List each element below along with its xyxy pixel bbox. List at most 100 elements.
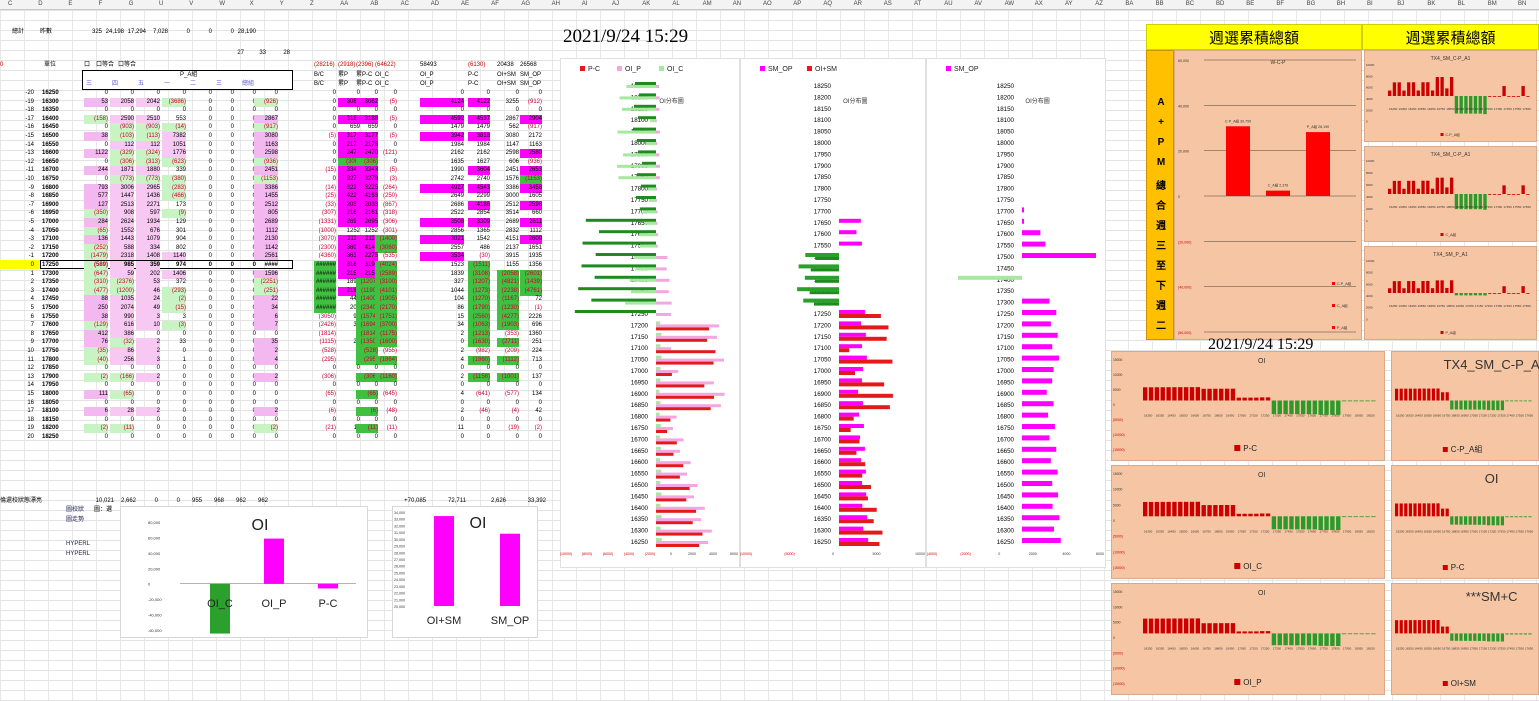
calc-value[interactable]: 3255 [505,98,519,105]
table-value[interactable]: 0 [230,313,234,320]
table-value[interactable]: 0 [252,107,256,114]
table-value[interactable]: 1142 [254,243,278,253]
table-value[interactable]: 35 [254,338,278,348]
right-top-value[interactable]: (28216) [314,62,335,68]
column-letter-bm[interactable]: BM [1487,1,1497,7]
calc-value[interactable]: 3177 [338,132,360,141]
calc-value[interactable]: ###### [314,304,336,313]
right-header[interactable]: 累P [338,72,349,78]
table-value[interactable]: (2) [162,295,186,305]
calc-value[interactable]: 2854 [476,210,490,217]
column-letter-am[interactable]: AM [702,1,712,7]
table-value[interactable]: 553 [175,115,186,122]
table-value[interactable]: 0 [182,107,186,114]
column-letter-aa[interactable]: AA [340,1,349,7]
row-offset[interactable]: 18 [27,416,34,423]
table-value[interactable]: 1552 [110,226,134,236]
calc-value[interactable]: 2155 [338,269,360,279]
table-value[interactable]: (2251) [254,278,278,288]
calc-value[interactable]: (1230) [497,304,519,313]
calc-value[interactable]: 3177 [356,132,378,141]
calc-value[interactable]: (1112) [497,355,519,365]
table-value[interactable]: 0 [208,313,212,320]
column-letter-g[interactable]: G [128,1,134,7]
table-value[interactable]: 112 [110,140,134,150]
column-letter-ap[interactable]: AP [793,1,802,7]
table-value[interactable]: (293) [162,286,186,296]
table-value[interactable]: 2561 [254,252,278,262]
calc-value[interactable]: 0 [515,365,519,372]
calc-value[interactable]: 4537 [468,114,490,124]
table-value[interactable]: 38 [84,312,108,322]
calc-value[interactable]: 0 [515,90,519,96]
table-value[interactable]: 0 [208,348,212,354]
table-value[interactable]: 0 [208,219,212,225]
calc-value[interactable]: (5) [389,98,397,105]
calc-value[interactable]: (1694) [356,321,378,331]
calc-value[interactable]: (912) [527,98,542,105]
column-letter-bi[interactable]: BI [1367,1,1373,7]
calc-value[interactable]: 3915 [505,253,519,260]
calc-value[interactable]: 3000 [505,193,519,200]
calc-value[interactable]: (936) [527,158,542,165]
calc-value[interactable]: (4761) [520,286,542,296]
calc-value[interactable]: (2711) [497,338,519,348]
calc-value[interactable]: (3050) [318,313,336,320]
row-offset[interactable]: -20 [25,90,34,96]
row-offset[interactable]: 4 [30,296,34,303]
row-offset[interactable]: -15 [25,133,34,139]
table-value[interactable]: 0 [230,279,234,286]
calc-value[interactable]: 0 [538,399,542,406]
calc-value[interactable]: (264) [382,184,397,191]
row-offset[interactable]: -17 [25,115,34,122]
calc-value[interactable]: 0 [486,382,490,389]
table-value[interactable]: 0 [230,339,234,346]
calc-value[interactable]: (1160) [375,372,397,382]
table-value[interactable]: (306) [110,157,134,167]
strike-price[interactable]: 16550 [42,141,59,148]
table-value[interactable]: 0 [208,176,212,182]
calc-value[interactable]: 2275 [356,252,378,262]
row-offset[interactable]: 5 [30,305,34,311]
calc-value[interactable]: 1163 [529,141,542,148]
right-totals-value[interactable]: 2,626 [490,498,506,504]
table-value[interactable]: 111 [84,390,108,399]
note-link[interactable]: 圖校狀 [66,507,85,513]
strike-price[interactable]: 18200 [42,425,59,432]
calc-value[interactable]: (4024) [375,261,397,270]
table-value[interactable]: 0 [274,90,278,96]
total-value[interactable]: 0 [186,29,190,35]
row-offset[interactable]: -8 [28,193,34,200]
calc-value[interactable]: 2832 [505,227,519,234]
table-value[interactable]: 0 [230,201,234,208]
table-value[interactable]: 24 [136,295,160,305]
calc-value[interactable]: 3636 [338,252,360,262]
row-offset[interactable]: -9 [28,184,34,191]
table-value[interactable]: 0 [208,253,212,260]
row-offset[interactable]: -5 [28,219,34,225]
table-value[interactable]: 2598 [254,149,278,159]
calc-value[interactable]: (4) [511,408,519,415]
weekday-header[interactable]: 三 [216,81,223,87]
calc-value[interactable]: 0 [332,158,336,165]
table-value[interactable]: 0 [230,373,234,380]
table-value[interactable]: 4 [254,355,278,365]
label-kou-combo[interactable]: 口等合 [118,62,137,68]
calc-value[interactable]: (2238) [497,286,519,296]
total-value[interactable]: 0 [208,29,212,35]
column-letter-bc[interactable]: BC [1185,1,1195,7]
right-header[interactable]: SM_OP [520,81,542,87]
calc-value[interactable]: (2589) [375,269,397,279]
strike-price[interactable]: 18000 [42,391,59,397]
table-value[interactable]: 2058 [110,97,134,107]
calc-value[interactable]: 0 [460,107,464,114]
calc-value[interactable]: 0 [332,90,336,96]
column-letter-at[interactable]: AT [914,1,922,7]
table-value[interactable]: (647) [84,269,108,279]
calc-value[interactable]: (2170) [375,304,397,313]
table-value[interactable]: 1122 [84,149,108,159]
table-value[interactable]: 0 [182,408,186,415]
column-letter-f[interactable]: F [98,1,103,7]
strike-price[interactable]: 17450 [42,296,59,303]
strike-price[interactable]: 17550 [42,313,59,320]
